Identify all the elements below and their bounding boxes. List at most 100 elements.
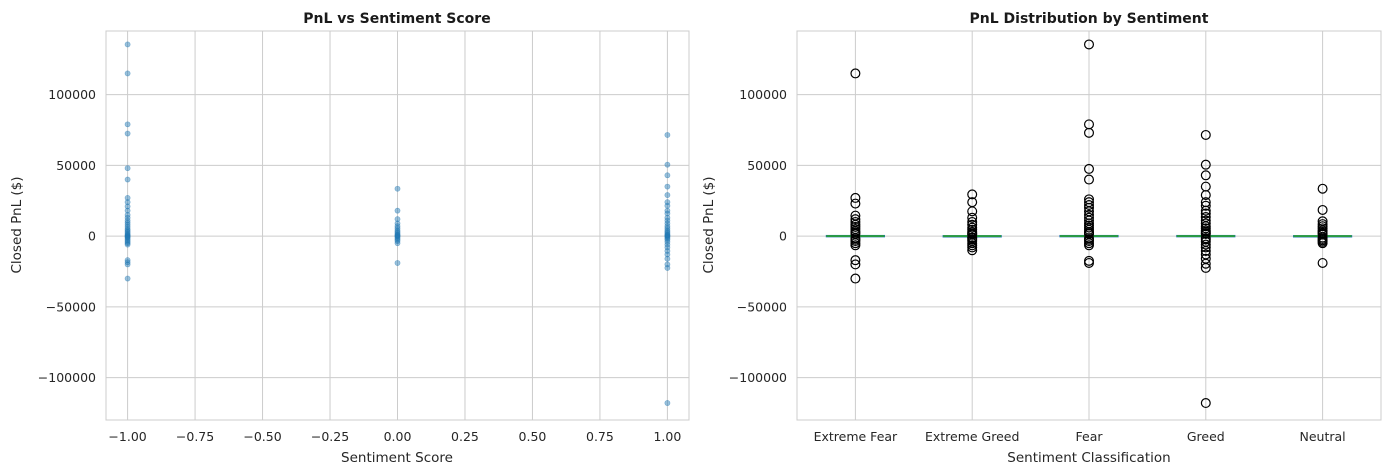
scatter-x-tick-label: 0.00	[384, 429, 412, 444]
boxplot-category-label: Greed	[1187, 429, 1225, 444]
scatter-point	[664, 400, 671, 406]
boxplot-title: PnL Distribution by Sentiment	[970, 11, 1209, 27]
scatter-y-tick-label: 50000	[56, 158, 96, 173]
scatter-point	[124, 195, 131, 201]
scatter-x-tick-label: 0.75	[586, 429, 614, 444]
scatter-point	[124, 219, 131, 226]
boxplot-y-tick-label: −50000	[737, 299, 787, 314]
boxplot-outlier	[1200, 170, 1211, 181]
scatter-point	[664, 202, 671, 209]
scatter-point	[664, 192, 671, 198]
scatter-x-tick-label: 1.00	[653, 429, 681, 444]
boxplot-outlier	[967, 216, 978, 227]
boxplot-category-label: Extreme Greed	[925, 429, 1019, 444]
scatter-x-ticks: −1.00 −0.75 −0.50 −0.25 0.00 0.25 0.50 0.75 1.00	[108, 429, 681, 444]
scatter-point	[664, 265, 671, 271]
scatter-point	[664, 251, 671, 258]
scatter-point	[394, 240, 401, 247]
scatter-title: PnL vs Sentiment Score	[303, 11, 490, 27]
scatter-point	[664, 183, 671, 190]
boxplot-outlier	[1317, 257, 1328, 268]
boxplot-outlier	[850, 259, 861, 270]
boxplot-category-group	[1176, 129, 1236, 409]
boxplot-outlier	[1200, 190, 1211, 201]
boxplot-y-tick-label: 0	[779, 229, 787, 244]
scatter-point	[664, 210, 671, 217]
boxplot-outlier	[1200, 205, 1211, 216]
scatter-point	[124, 70, 131, 77]
scatter-y-tick-label: −50000	[46, 299, 96, 314]
boxplot-y-tick-label: −100000	[729, 370, 787, 385]
boxplot-y-ticks: −100000 −50000 0 50000 100000	[729, 87, 787, 385]
boxplot-outlier	[1200, 258, 1211, 269]
boxplot-outlier	[1317, 183, 1328, 194]
boxplot-outlier	[1200, 129, 1211, 140]
boxplot-outlier	[1083, 163, 1094, 174]
scatter-point	[664, 132, 671, 138]
scatter-x-tick-label: 0.25	[451, 429, 479, 444]
scatter-point	[124, 275, 131, 282]
boxplot-outlier	[850, 198, 861, 209]
scatter-y-ticks: −100000 −50000 0 50000 100000	[38, 87, 96, 385]
scatter-point	[394, 238, 401, 244]
scatter-point	[124, 257, 131, 264]
scatter-point	[124, 199, 131, 206]
scatter-point	[124, 221, 131, 228]
boxplot-outlier	[1083, 240, 1094, 251]
scatter-x-axis-label: Sentiment Score	[341, 450, 453, 466]
boxplot-category-group	[942, 189, 1002, 256]
boxplot-outlier	[1200, 208, 1211, 219]
scatter-point	[394, 223, 401, 230]
scatter-panel: −1.00 −0.75 −0.50 −0.25 0.00 0.25 0.50 0.75 1.00…	[9, 11, 690, 466]
boxplot-outlier	[850, 240, 861, 251]
boxplot-outlier	[1200, 228, 1211, 239]
scatter-point	[124, 165, 131, 172]
boxplot-outlier	[850, 192, 861, 203]
scatter-x-tick-label: 0.50	[519, 429, 547, 444]
boxplot-x-axis-label: Sentiment Classification	[1007, 450, 1170, 466]
scatter-point	[124, 217, 131, 224]
scatter-point	[124, 207, 131, 214]
boxplot-outlier	[1200, 159, 1211, 170]
scatter-y-tick-label: 100000	[48, 87, 96, 102]
boxplot-category-label: Extreme Fear	[814, 429, 898, 444]
scatter-x-tick-label: −0.25	[311, 429, 349, 444]
scatter-point	[124, 121, 131, 128]
scatter-points	[124, 41, 671, 406]
boxplot-outlier	[1083, 257, 1094, 268]
boxplot-y-axis-label: Closed PnL ($)	[701, 176, 717, 273]
boxplot-category-group	[825, 68, 886, 284]
boxplot-category-group	[1059, 39, 1119, 268]
boxplot-outlier	[1200, 242, 1211, 253]
scatter-point	[124, 240, 131, 247]
scatter-point	[124, 241, 131, 248]
boxplot-boxes	[825, 39, 1353, 409]
boxplot-outlier	[967, 245, 978, 256]
boxplot-outlier	[1200, 239, 1211, 250]
scatter-point	[124, 41, 131, 48]
boxplot-y-tick-label: 50000	[747, 158, 787, 173]
boxplot-category-group	[1292, 183, 1353, 268]
boxplot-x-ticks: Extreme Fear Extreme Greed Fear Greed Neutra…	[814, 429, 1346, 444]
boxplot-outlier	[850, 255, 861, 266]
boxplot-category-label: Fear	[1076, 429, 1104, 444]
boxplot-outlier	[1083, 127, 1094, 138]
boxplot-outlier	[1200, 398, 1211, 409]
boxplot-outlier	[1083, 199, 1094, 210]
scatter-point	[124, 203, 131, 210]
scatter-x-tick-label: −0.75	[176, 429, 214, 444]
scatter-point	[394, 216, 401, 223]
boxplot-outlier	[967, 206, 978, 217]
boxplot-panel: Extreme Fear Extreme Greed Fear Greed Neutra…	[701, 11, 1382, 466]
boxplot-outlier	[1200, 245, 1211, 256]
boxplot-outlier	[850, 214, 861, 225]
scatter-x-tick-label: −1.00	[108, 429, 146, 444]
scatter-point	[394, 185, 401, 192]
scatter-y-axis-label: Closed PnL ($)	[9, 176, 25, 273]
boxplot-outlier	[1200, 262, 1211, 273]
scatter-point	[394, 207, 401, 214]
boxplot-outlier	[1317, 238, 1328, 249]
scatter-point	[664, 172, 671, 179]
scatter-point	[124, 176, 131, 183]
scatter-point	[394, 260, 401, 266]
